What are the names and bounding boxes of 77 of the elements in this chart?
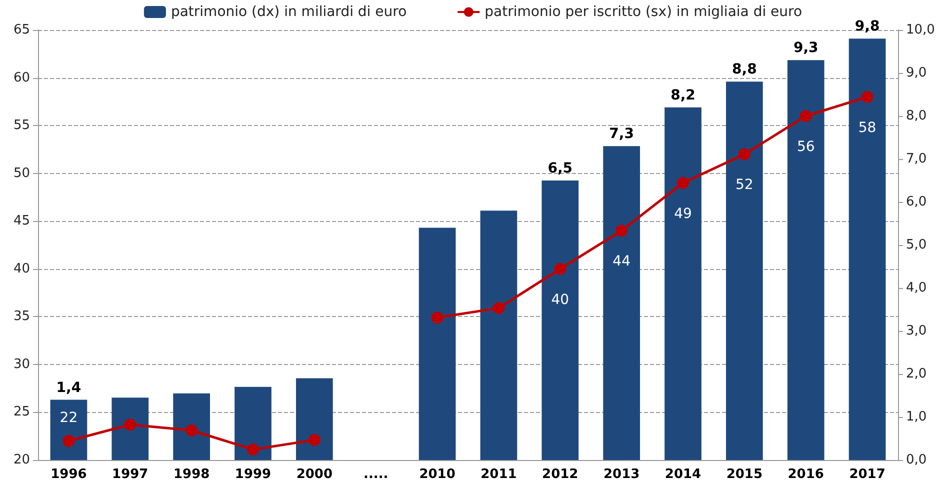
bar bbox=[480, 210, 518, 460]
y-tick-label: 65 bbox=[13, 22, 30, 38]
data-label: 56 bbox=[796, 139, 815, 155]
y-tick-label: 60 bbox=[13, 70, 30, 86]
data-label: 7,3 bbox=[609, 126, 634, 142]
point bbox=[247, 443, 259, 456]
bar bbox=[173, 393, 210, 460]
point bbox=[62, 434, 75, 447]
y2-tick-label: 0,0 bbox=[906, 452, 927, 468]
x-tick-label: 2016 bbox=[788, 467, 824, 482]
data-label: 9,3 bbox=[793, 40, 818, 56]
y2-tick-label: 9,0 bbox=[906, 66, 927, 80]
data-label: 44 bbox=[612, 254, 631, 270]
point bbox=[186, 424, 198, 436]
bar bbox=[787, 60, 824, 460]
data-label: 49 bbox=[674, 206, 692, 222]
y-tick-label: 25 bbox=[13, 404, 30, 420]
x-tick-label: 2017 bbox=[849, 467, 886, 482]
x-tick-label: 1996 bbox=[50, 467, 87, 482]
y2-tick-label: 4,0 bbox=[906, 280, 927, 296]
x-tick-label: 2013 bbox=[603, 467, 640, 482]
point bbox=[738, 148, 750, 160]
data-label: 8,2 bbox=[670, 87, 696, 104]
data-label: 52 bbox=[736, 177, 754, 194]
y-tick-label: 30 bbox=[13, 356, 30, 372]
legend-label: patrimonio (dx) in miliardi di euro bbox=[170, 4, 407, 20]
x-tick-label: 1997 bbox=[112, 467, 148, 482]
y-tick-label: 45 bbox=[13, 214, 30, 229]
bar bbox=[542, 180, 579, 460]
data-label: 58 bbox=[858, 120, 876, 136]
point bbox=[492, 302, 505, 314]
y2-tick-label: 3,0 bbox=[906, 324, 927, 338]
bar bbox=[603, 146, 640, 460]
x-tick-label: 2015 bbox=[726, 467, 763, 482]
point bbox=[861, 90, 874, 103]
x-tick-label: 1999 bbox=[234, 467, 272, 482]
point bbox=[554, 262, 566, 275]
y2-tick-label: 2,0 bbox=[906, 366, 927, 382]
bar bbox=[112, 398, 149, 460]
point bbox=[616, 224, 628, 237]
point bbox=[308, 434, 320, 446]
point bbox=[800, 110, 812, 122]
x-tick-label: 1998 bbox=[173, 467, 210, 482]
point bbox=[677, 176, 689, 189]
y-tick-label: 50 bbox=[13, 166, 30, 181]
point bbox=[124, 418, 136, 431]
x-tick-label: 2010 bbox=[419, 467, 456, 482]
x-tick-label: 2014 bbox=[664, 467, 702, 482]
data-label: 40 bbox=[551, 292, 570, 308]
y2-tick-label: 7,0 bbox=[906, 152, 927, 166]
x-tick-label: 2012 bbox=[542, 467, 578, 482]
bar bbox=[296, 378, 333, 460]
data-label: 1,4 bbox=[56, 380, 82, 396]
data-label: 22 bbox=[60, 410, 78, 426]
bar bbox=[664, 107, 702, 460]
y-tick-label: 20 bbox=[13, 452, 30, 468]
y2-tick-label: 10,0 bbox=[906, 22, 935, 38]
legend-label: patrimonio per iscritto (sx) in migliaia di euro bbox=[484, 4, 802, 20]
x-tick-label: ..... bbox=[364, 467, 388, 482]
x-tick-label: 2011 bbox=[480, 467, 517, 482]
y-tick-label: 35 bbox=[13, 309, 30, 324]
data-label: 6,5 bbox=[548, 160, 573, 176]
y2-tick-label: 5,0 bbox=[906, 238, 927, 252]
y2-tick-label: 1,0 bbox=[906, 410, 927, 424]
bar bbox=[50, 400, 88, 460]
x-tick-label: 2000 bbox=[296, 467, 333, 482]
bar bbox=[418, 228, 456, 460]
data-label: 9,8 bbox=[854, 18, 880, 35]
bar bbox=[234, 386, 272, 460]
y2-tick-label: 8,0 bbox=[906, 108, 927, 124]
bar bbox=[848, 38, 886, 460]
y-tick-label: 40 bbox=[13, 261, 30, 276]
y2-tick-label: 6,0 bbox=[906, 194, 927, 210]
point bbox=[431, 312, 444, 324]
data-label: 8,8 bbox=[732, 62, 757, 78]
bar bbox=[726, 82, 763, 460]
y-tick-label: 55 bbox=[13, 118, 30, 134]
